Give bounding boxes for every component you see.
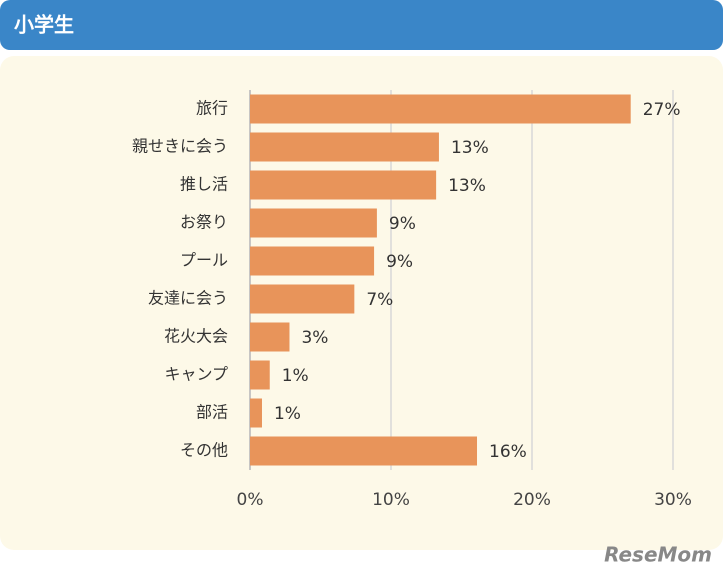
x-tick-label: 10%	[372, 490, 410, 510]
value-label: 1%	[274, 404, 301, 424]
bar	[250, 322, 290, 352]
bar	[250, 360, 270, 390]
bar	[250, 246, 375, 276]
value-label: 1%	[282, 366, 309, 386]
value-label: 13%	[451, 138, 489, 158]
y-tick-label: お祭り	[180, 213, 228, 232]
y-tick-label: キャンプ	[164, 365, 228, 384]
y-tick-label: プール	[180, 251, 228, 270]
bar	[250, 170, 437, 200]
value-label: 3%	[301, 328, 328, 348]
y-tick-label: 花火大会	[164, 327, 228, 346]
y-tick-label: 推し活	[180, 175, 228, 194]
value-label: 13%	[448, 176, 486, 196]
watermark: ReseMom	[604, 543, 712, 567]
value-label: 27%	[643, 100, 681, 120]
x-tick-label: 0%	[237, 490, 264, 510]
x-tick-label: 30%	[654, 490, 692, 510]
y-tick-label: 友達に会う	[148, 289, 228, 308]
bar	[250, 284, 355, 314]
bar	[250, 94, 631, 124]
header-title: 小学生	[14, 13, 74, 37]
bar	[250, 398, 262, 428]
bar	[250, 208, 377, 238]
y-tick-label: その他	[180, 441, 228, 460]
value-label: 9%	[386, 252, 413, 272]
y-tick-label: 親せきに会う	[132, 137, 228, 156]
value-label: 16%	[489, 442, 527, 462]
value-label: 9%	[389, 214, 416, 234]
plot: 0% 10% 20% 30% 旅行 27% 親せきに会う 13% 推し活 13% お祭り 9% プール 9…	[132, 90, 692, 510]
panel	[0, 56, 723, 550]
header-bar	[0, 0, 723, 50]
bar	[250, 132, 439, 162]
bar	[250, 436, 478, 466]
y-tick-label: 旅行	[196, 99, 228, 118]
y-tick-label: 部活	[196, 403, 228, 422]
value-label: 7%	[366, 290, 393, 310]
x-tick-label: 20%	[513, 490, 551, 510]
